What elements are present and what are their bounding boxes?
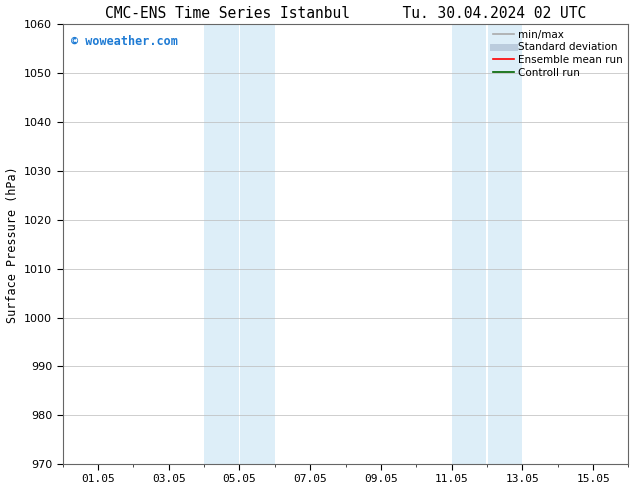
Bar: [240, 24, 275, 464]
Bar: [204, 24, 239, 464]
Legend: min/max, Standard deviation, Ensemble mean run, Controll run: min/max, Standard deviation, Ensemble me…: [491, 27, 625, 79]
Text: © woweather.com: © woweather.com: [71, 35, 178, 49]
Title: CMC-ENS Time Series Istanbul      Tu. 30.04.2024 02 UTC: CMC-ENS Time Series Istanbul Tu. 30.04.2…: [105, 5, 586, 21]
Bar: [451, 24, 486, 464]
Bar: [488, 24, 522, 464]
Y-axis label: Surface Pressure (hPa): Surface Pressure (hPa): [6, 166, 18, 322]
